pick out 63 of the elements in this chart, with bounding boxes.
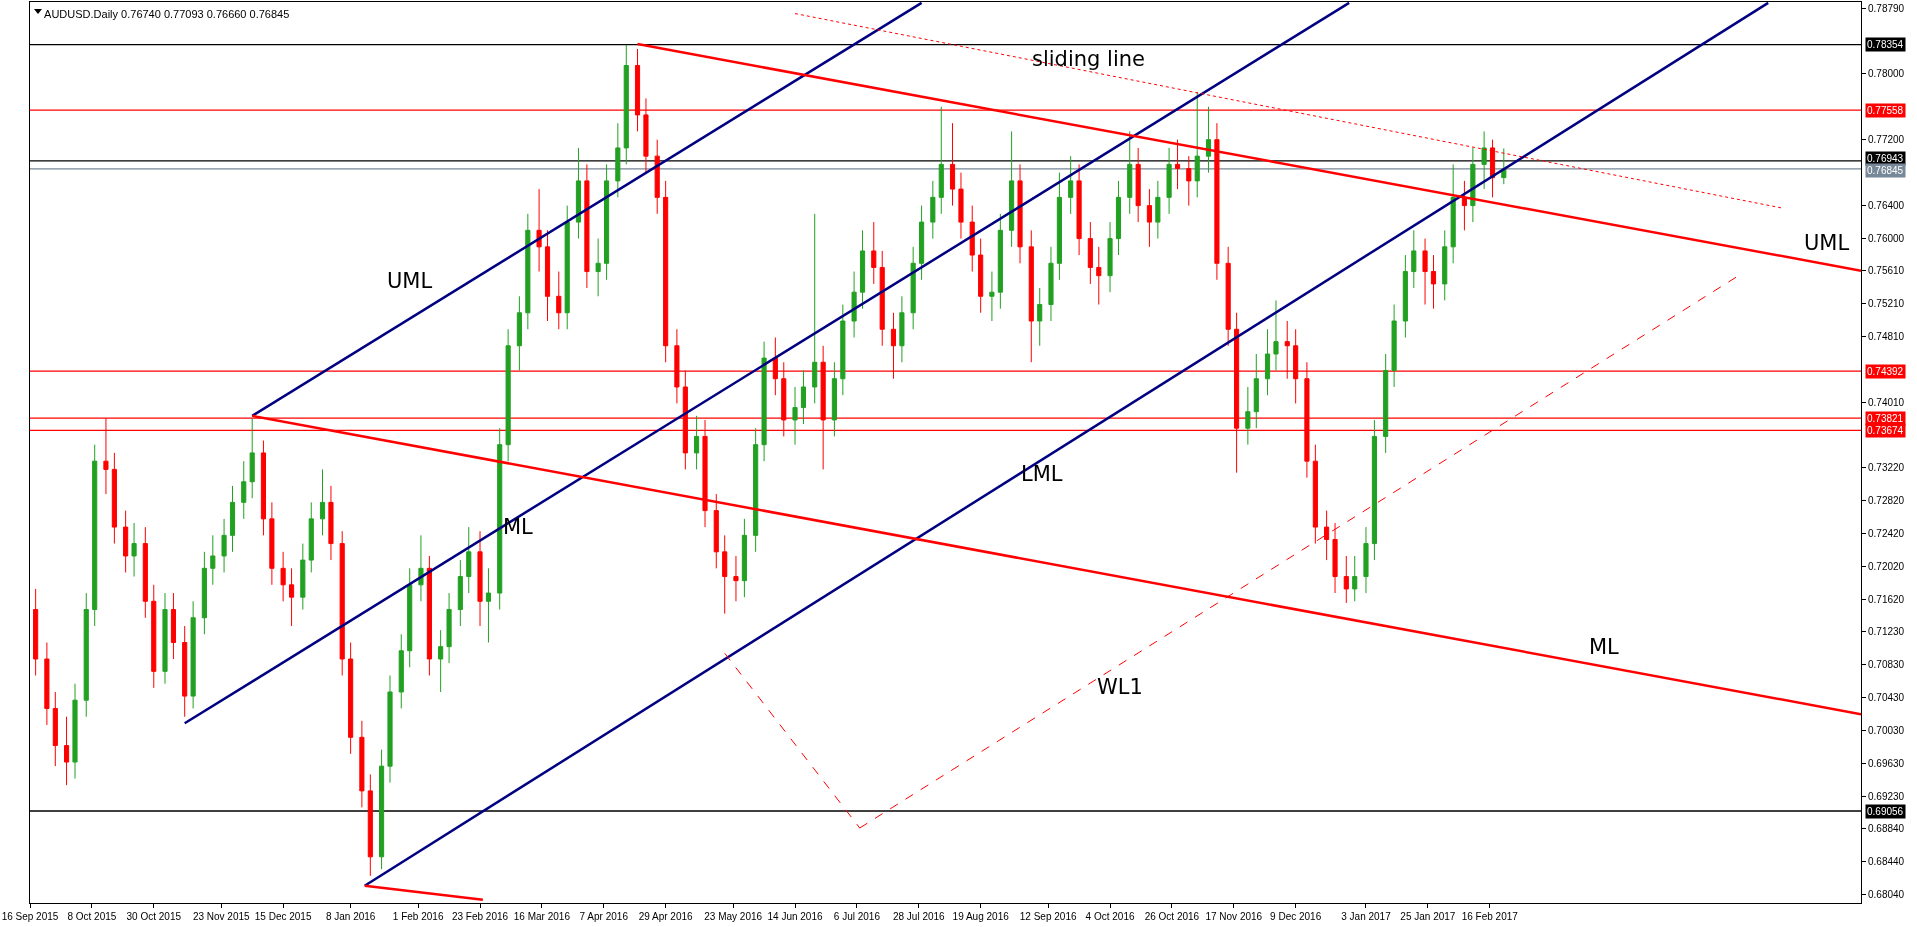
x-tick-label: 28 Jul 2016 — [892, 911, 946, 922]
ref-line-label: 0.78354 — [1867, 39, 1904, 50]
text: AUDUSD.Daily 0.76740 0.77093 0.76660 0.76845 — [44, 7, 290, 20]
x-tick-label: 8 Oct 2015 — [67, 911, 117, 922]
annotation: UML — [387, 269, 433, 293]
y-tick-label: 0.74810 — [1868, 331, 1905, 343]
x-tick-label: 26 Oct 2016 — [1144, 911, 1200, 922]
ref-line-label: 0.76845 — [1867, 165, 1904, 176]
y-tick-label: 0.72020 — [1868, 561, 1905, 573]
x-tick-label: 25 Jan 2017 — [1400, 911, 1456, 922]
x-tick-label: 30 Oct 2015 — [126, 911, 182, 922]
y-tick-label: 0.68440 — [1868, 856, 1905, 868]
y-tick-label: 0.71620 — [1868, 594, 1905, 606]
x-tick-label: 3 Jan 2017 — [1341, 911, 1392, 922]
x-tick-label: 23 Feb 2016 — [451, 911, 509, 922]
y-tick-label: 0.77200 — [1868, 134, 1905, 146]
x-tick-label: 29 Apr 2016 — [638, 911, 694, 922]
x-tick-label: 6 Jul 2016 — [833, 911, 881, 922]
annotation: UML — [1804, 231, 1850, 255]
y-tick-label: 0.70830 — [1868, 659, 1905, 671]
annotation: LML — [1021, 462, 1063, 486]
annotation: sliding line — [1032, 47, 1145, 71]
y-tick-label: 0.76400 — [1868, 200, 1905, 212]
y-tick-label: 0.74010 — [1868, 397, 1905, 409]
x-tick-label: 19 Aug 2016 — [952, 911, 1010, 922]
y-tick-label: 0.76000 — [1868, 233, 1905, 245]
x-tick-label: 1 Feb 2016 — [392, 911, 444, 922]
y-tick-label: 0.72420 — [1868, 528, 1905, 540]
y-tick-label: 0.72820 — [1868, 495, 1905, 507]
ref-line-label: 0.73821 — [1867, 413, 1904, 424]
x-tick-label: 7 Apr 2016 — [579, 911, 629, 922]
x-tick-label: 23 Nov 2015 — [192, 911, 251, 922]
x-tick-label: 23 May 2016 — [704, 911, 763, 922]
y-tick-label: 0.75210 — [1868, 298, 1905, 310]
y-tick-label: 0.68040 — [1868, 889, 1905, 901]
ref-line-label: 0.69056 — [1867, 806, 1904, 817]
x-tick-label: 8 Jan 2016 — [325, 911, 376, 922]
y-tick-label: 0.69630 — [1868, 758, 1905, 770]
ref-line-label: 0.76943 — [1867, 153, 1904, 164]
y-tick-label: 0.69230 — [1868, 791, 1905, 803]
y-tick-label: 0.70430 — [1868, 692, 1905, 704]
x-tick-label: 16 Feb 2017 — [1461, 911, 1519, 922]
x-tick-label: 15 Dec 2015 — [254, 911, 312, 922]
x-tick-label: 12 Sep 2016 — [1019, 911, 1077, 922]
y-tick-label: 0.71230 — [1868, 626, 1905, 638]
y-tick-label: 0.75610 — [1868, 265, 1905, 277]
x-tick-label: 16 Mar 2016 — [513, 911, 571, 922]
annotation: WL1 — [1097, 675, 1143, 699]
x-tick-label: 9 Dec 2016 — [1270, 911, 1322, 922]
x-tick-label: 14 Jun 2016 — [767, 911, 823, 922]
y-tick-label: 0.68840 — [1868, 823, 1905, 835]
y-tick-label: 0.78790 — [1868, 3, 1905, 15]
ref-line-label: 0.73674 — [1867, 425, 1904, 436]
x-tick-label: 16 Sep 2015 — [1, 911, 59, 922]
x-tick-label: 4 Oct 2016 — [1085, 911, 1135, 922]
annotation: ML — [1589, 635, 1620, 659]
ref-line-label: 0.77558 — [1867, 105, 1904, 116]
annotation: ML — [503, 515, 534, 539]
y-tick-label: 0.73220 — [1868, 462, 1905, 474]
y-tick-label: 0.70030 — [1868, 725, 1905, 737]
y-tick-label: 0.78000 — [1868, 68, 1905, 80]
x-tick-label: 17 Nov 2016 — [1205, 911, 1263, 922]
ref-line-label: 0.74392 — [1867, 366, 1904, 377]
